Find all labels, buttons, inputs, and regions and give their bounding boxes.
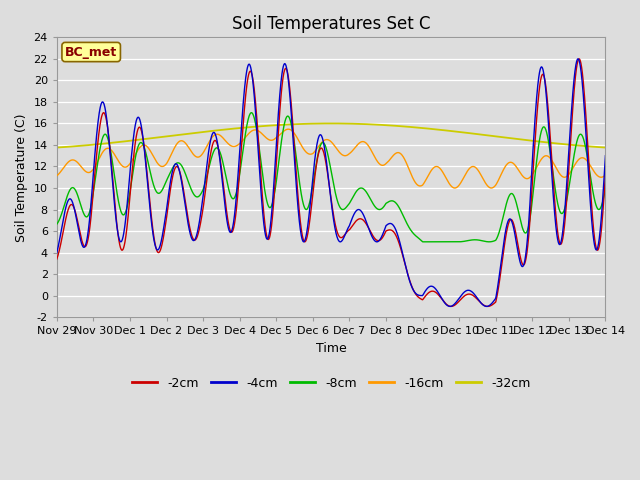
Legend: -2cm, -4cm, -8cm, -16cm, -32cm: -2cm, -4cm, -8cm, -16cm, -32cm: [127, 372, 535, 395]
X-axis label: Time: Time: [316, 342, 346, 355]
Title: Soil Temperatures Set C: Soil Temperatures Set C: [232, 15, 430, 33]
Y-axis label: Soil Temperature (C): Soil Temperature (C): [15, 113, 28, 241]
Text: BC_met: BC_met: [65, 46, 117, 59]
